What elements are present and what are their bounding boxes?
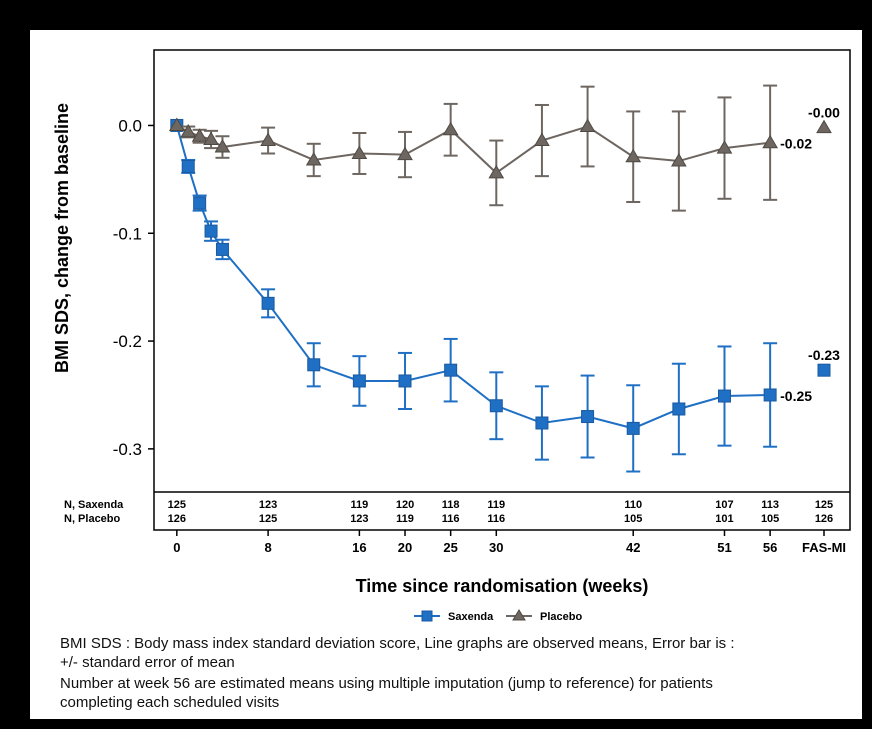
- x-tick-label: 51: [717, 540, 731, 555]
- chart: 0.0 -0.1 -0.2 -0.3 0 8 16 20 25 30 42 51 56 FAS-MI N, …: [52, 49, 851, 623]
- risk-table-value: 101: [715, 513, 733, 525]
- y-tick-label: -0.3: [113, 440, 142, 459]
- risk-table-value: 125: [259, 513, 277, 525]
- risk-table-value: 126: [168, 513, 186, 525]
- risk-table-value: 125: [815, 499, 833, 511]
- placebo-point: [180, 123, 197, 138]
- placebo-point: [203, 131, 219, 145]
- risk-table-value: 116: [487, 513, 505, 525]
- placebo-point: [351, 145, 368, 159]
- placebo-fas-mi-point: [816, 119, 832, 134]
- x-tick-label: 42: [626, 540, 640, 555]
- placebo-point: [625, 148, 642, 163]
- y-tick-label: 0.0: [118, 116, 142, 135]
- placebo-point: [762, 134, 779, 149]
- placebo-end-label: -0.02: [780, 136, 812, 152]
- risk-table-value: 105: [761, 513, 779, 525]
- risk-table-value: 107: [715, 499, 733, 511]
- saxenda-point: [352, 374, 366, 388]
- legend: Saxenda Placebo: [414, 609, 582, 623]
- x-axis-label: Time since randomisation (weeks): [356, 576, 649, 596]
- risk-table-value: 118: [442, 499, 460, 511]
- risk-table-value: 116: [442, 513, 460, 525]
- saxenda-point: [215, 242, 229, 256]
- plot-frame: [153, 49, 851, 531]
- saxenda-point: [261, 296, 275, 310]
- legend-placebo-marker: [512, 609, 526, 621]
- x-tick-label: 8: [264, 540, 271, 555]
- risk-table-row-label: N, Placebo: [64, 513, 121, 525]
- footnote-line-3: Number at week 56 are estimated means us…: [60, 675, 713, 692]
- risk-table-value: 105: [624, 513, 642, 525]
- footnote-line-1: BMI SDS : Body mass index standard devia…: [60, 635, 735, 652]
- x-tick-label: 56: [763, 540, 777, 555]
- saxenda-point: [204, 224, 218, 238]
- risk-table-value: 110: [624, 499, 642, 511]
- y-axis-label: BMI SDS, change from baseline: [52, 103, 72, 373]
- risk-table-value: 119: [396, 513, 414, 525]
- placebo-point: [168, 117, 185, 131]
- figure-card: 0.0 -0.1 -0.2 -0.3 0 8 16 20 25 30 42 51 56 FAS-MI N, …: [30, 30, 862, 719]
- saxenda-point: [672, 402, 686, 416]
- saxenda-line: [175, 125, 771, 430]
- x-tick-label: 20: [398, 540, 412, 555]
- saxenda-point: [181, 159, 195, 173]
- y-tick-label: -0.2: [113, 332, 142, 351]
- saxenda-point: [307, 358, 321, 372]
- legend-saxenda-label: Saxenda: [448, 611, 494, 623]
- saxenda-point: [626, 421, 640, 435]
- x-tick-label: 30: [489, 540, 503, 555]
- placebo-point: [191, 128, 208, 142]
- placebo-point: [214, 139, 231, 153]
- footnote-line-2: +/- standard error of mean: [60, 654, 235, 671]
- placebo-point: [534, 132, 550, 147]
- placebo-point: [442, 121, 459, 136]
- footnote-line-4: completing each scheduled visits: [60, 694, 280, 711]
- saxenda-fas-mi-point: [817, 363, 831, 377]
- placebo-point: [716, 140, 733, 154]
- legend-saxenda-marker: [421, 610, 433, 622]
- saxenda-point: [535, 416, 549, 430]
- placebo-point: [397, 146, 413, 161]
- saxenda-end-label: -0.25: [780, 388, 812, 404]
- placebo-point: [260, 132, 276, 147]
- saxenda-point: [398, 374, 412, 388]
- x-tick-label: 25: [443, 540, 457, 555]
- risk-table-value: 120: [396, 499, 414, 511]
- risk-table-value: 125: [168, 499, 186, 511]
- risk-table-value: 123: [259, 499, 277, 511]
- saxenda-point: [581, 410, 595, 424]
- risk-table-value: 123: [350, 513, 368, 525]
- x-tick-label: 0: [173, 540, 180, 555]
- risk-table-value: 126: [815, 513, 833, 525]
- placebo-fas-mi-label: -0.00: [808, 105, 840, 121]
- risk-table-value: 119: [351, 499, 369, 511]
- x-tick-label: 16: [352, 540, 366, 555]
- x-tick-label-fas-mi: FAS-MI: [802, 540, 846, 555]
- placebo-point: [488, 164, 505, 179]
- risk-table-value: 119: [487, 499, 505, 511]
- risk-table-value: 113: [761, 499, 779, 511]
- risk-table-row-label: N, Saxenda: [64, 499, 124, 511]
- placebo-point: [670, 153, 687, 167]
- y-tick-label: -0.1: [113, 224, 142, 243]
- saxenda-point: [193, 196, 207, 210]
- saxenda-point: [717, 389, 731, 403]
- saxenda-point: [763, 388, 777, 402]
- saxenda-fas-mi-label: -0.23: [808, 347, 840, 363]
- placebo-point: [305, 151, 322, 166]
- saxenda-point: [489, 399, 503, 413]
- outer-frame: 0.0 -0.1 -0.2 -0.3 0 8 16 20 25 30 42 51 56 FAS-MI N, …: [10, 10, 862, 719]
- saxenda-point: [444, 363, 458, 377]
- plot-layer: 0.0 -0.1 -0.2 -0.3 0 8 16 20 25 30 42 51 56 FAS-MI N, …: [64, 49, 851, 555]
- placebo-point: [579, 118, 596, 133]
- legend-placebo-label: Placebo: [540, 611, 582, 623]
